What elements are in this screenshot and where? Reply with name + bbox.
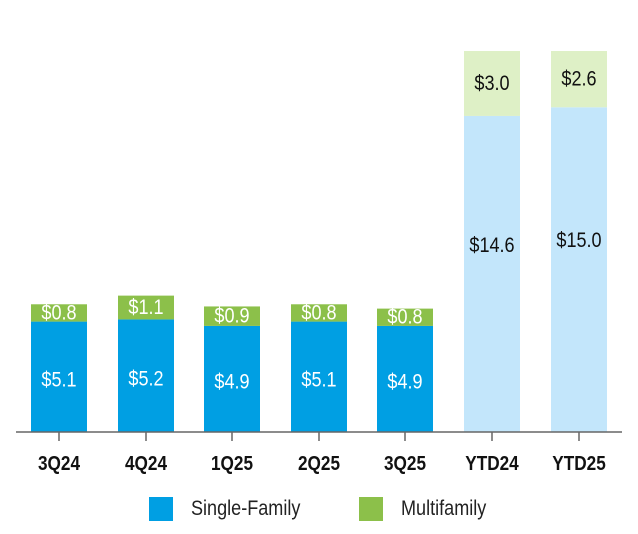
x-tick-label-3q25: 3Q25 — [384, 452, 426, 475]
bar-single-family-4q24 — [118, 319, 174, 432]
legend-item-single-family: Single-Family — [149, 497, 318, 521]
bar-multifamily-3q24 — [31, 304, 87, 322]
data-label-single-family-ytd24: $14.6 — [469, 234, 514, 258]
bars-layer: $5.1 $0.8 $5.2 $1.1 $4.9 $0.9 $5.1 $0.8 $4.9 $0.8… — [31, 51, 607, 433]
legend: Single-Family Multifamily — [0, 497, 638, 525]
bar-single-family-ytd24 — [464, 115, 520, 433]
data-label-single-family-2q25: $5.1 — [301, 368, 336, 392]
legend-swatch-single-family — [149, 497, 173, 521]
data-label-single-family-4q24: $5.2 — [128, 367, 163, 391]
bar-single-family-1q25 — [204, 325, 260, 432]
bar-single-family-ytd25 — [551, 107, 607, 432]
data-label-multifamily-3q25: $0.8 — [387, 305, 422, 329]
data-label-single-family-3q24: $5.1 — [41, 368, 76, 392]
bar-multifamily-4q24 — [118, 295, 174, 320]
x-tick-label-2q25: 2Q25 — [298, 452, 340, 475]
data-label-multifamily-2q25: $0.8 — [301, 301, 336, 325]
x-tick-label-4q24: 4Q24 — [125, 452, 168, 475]
bar-multifamily-2q25 — [291, 304, 347, 322]
bar-single-family-3q25 — [377, 325, 433, 432]
legend-label-multifamily: Multifamily — [401, 497, 487, 520]
bar-multifamily-ytd24 — [464, 51, 520, 116]
x-tick-label-3q24: 3Q24 — [38, 452, 81, 475]
legend-label-single-family: Single-Family — [191, 497, 301, 520]
x-tick-label-ytd24: YTD24 — [465, 452, 519, 475]
x-axis: 3Q24 4Q24 1Q25 2Q25 3Q25 YTD24 YTD25 — [16, 431, 622, 475]
data-label-multifamily-ytd24: $3.0 — [474, 72, 509, 96]
data-label-multifamily-ytd25: $2.6 — [561, 67, 596, 91]
data-label-single-family-1q25: $4.9 — [214, 370, 249, 394]
x-tick-label-ytd25: YTD25 — [552, 452, 605, 475]
legend-swatch-multifamily — [359, 497, 383, 521]
data-label-multifamily-3q24: $0.8 — [41, 301, 76, 325]
bar-single-family-3q24 — [31, 321, 87, 432]
bar-single-family-2q25 — [291, 321, 347, 432]
bar-multifamily-1q25 — [204, 306, 260, 326]
bar-multifamily-ytd25 — [551, 51, 607, 108]
x-tick-label-1q25: 1Q25 — [211, 452, 253, 475]
legend-item-multifamily: Multifamily — [359, 497, 500, 521]
data-label-multifamily-1q25: $0.9 — [214, 304, 249, 328]
data-label-single-family-ytd25: $15.0 — [556, 229, 601, 253]
bar-multifamily-3q25 — [377, 308, 433, 326]
data-label-multifamily-4q24: $1.1 — [128, 296, 163, 320]
data-label-single-family-3q25: $4.9 — [387, 370, 422, 394]
